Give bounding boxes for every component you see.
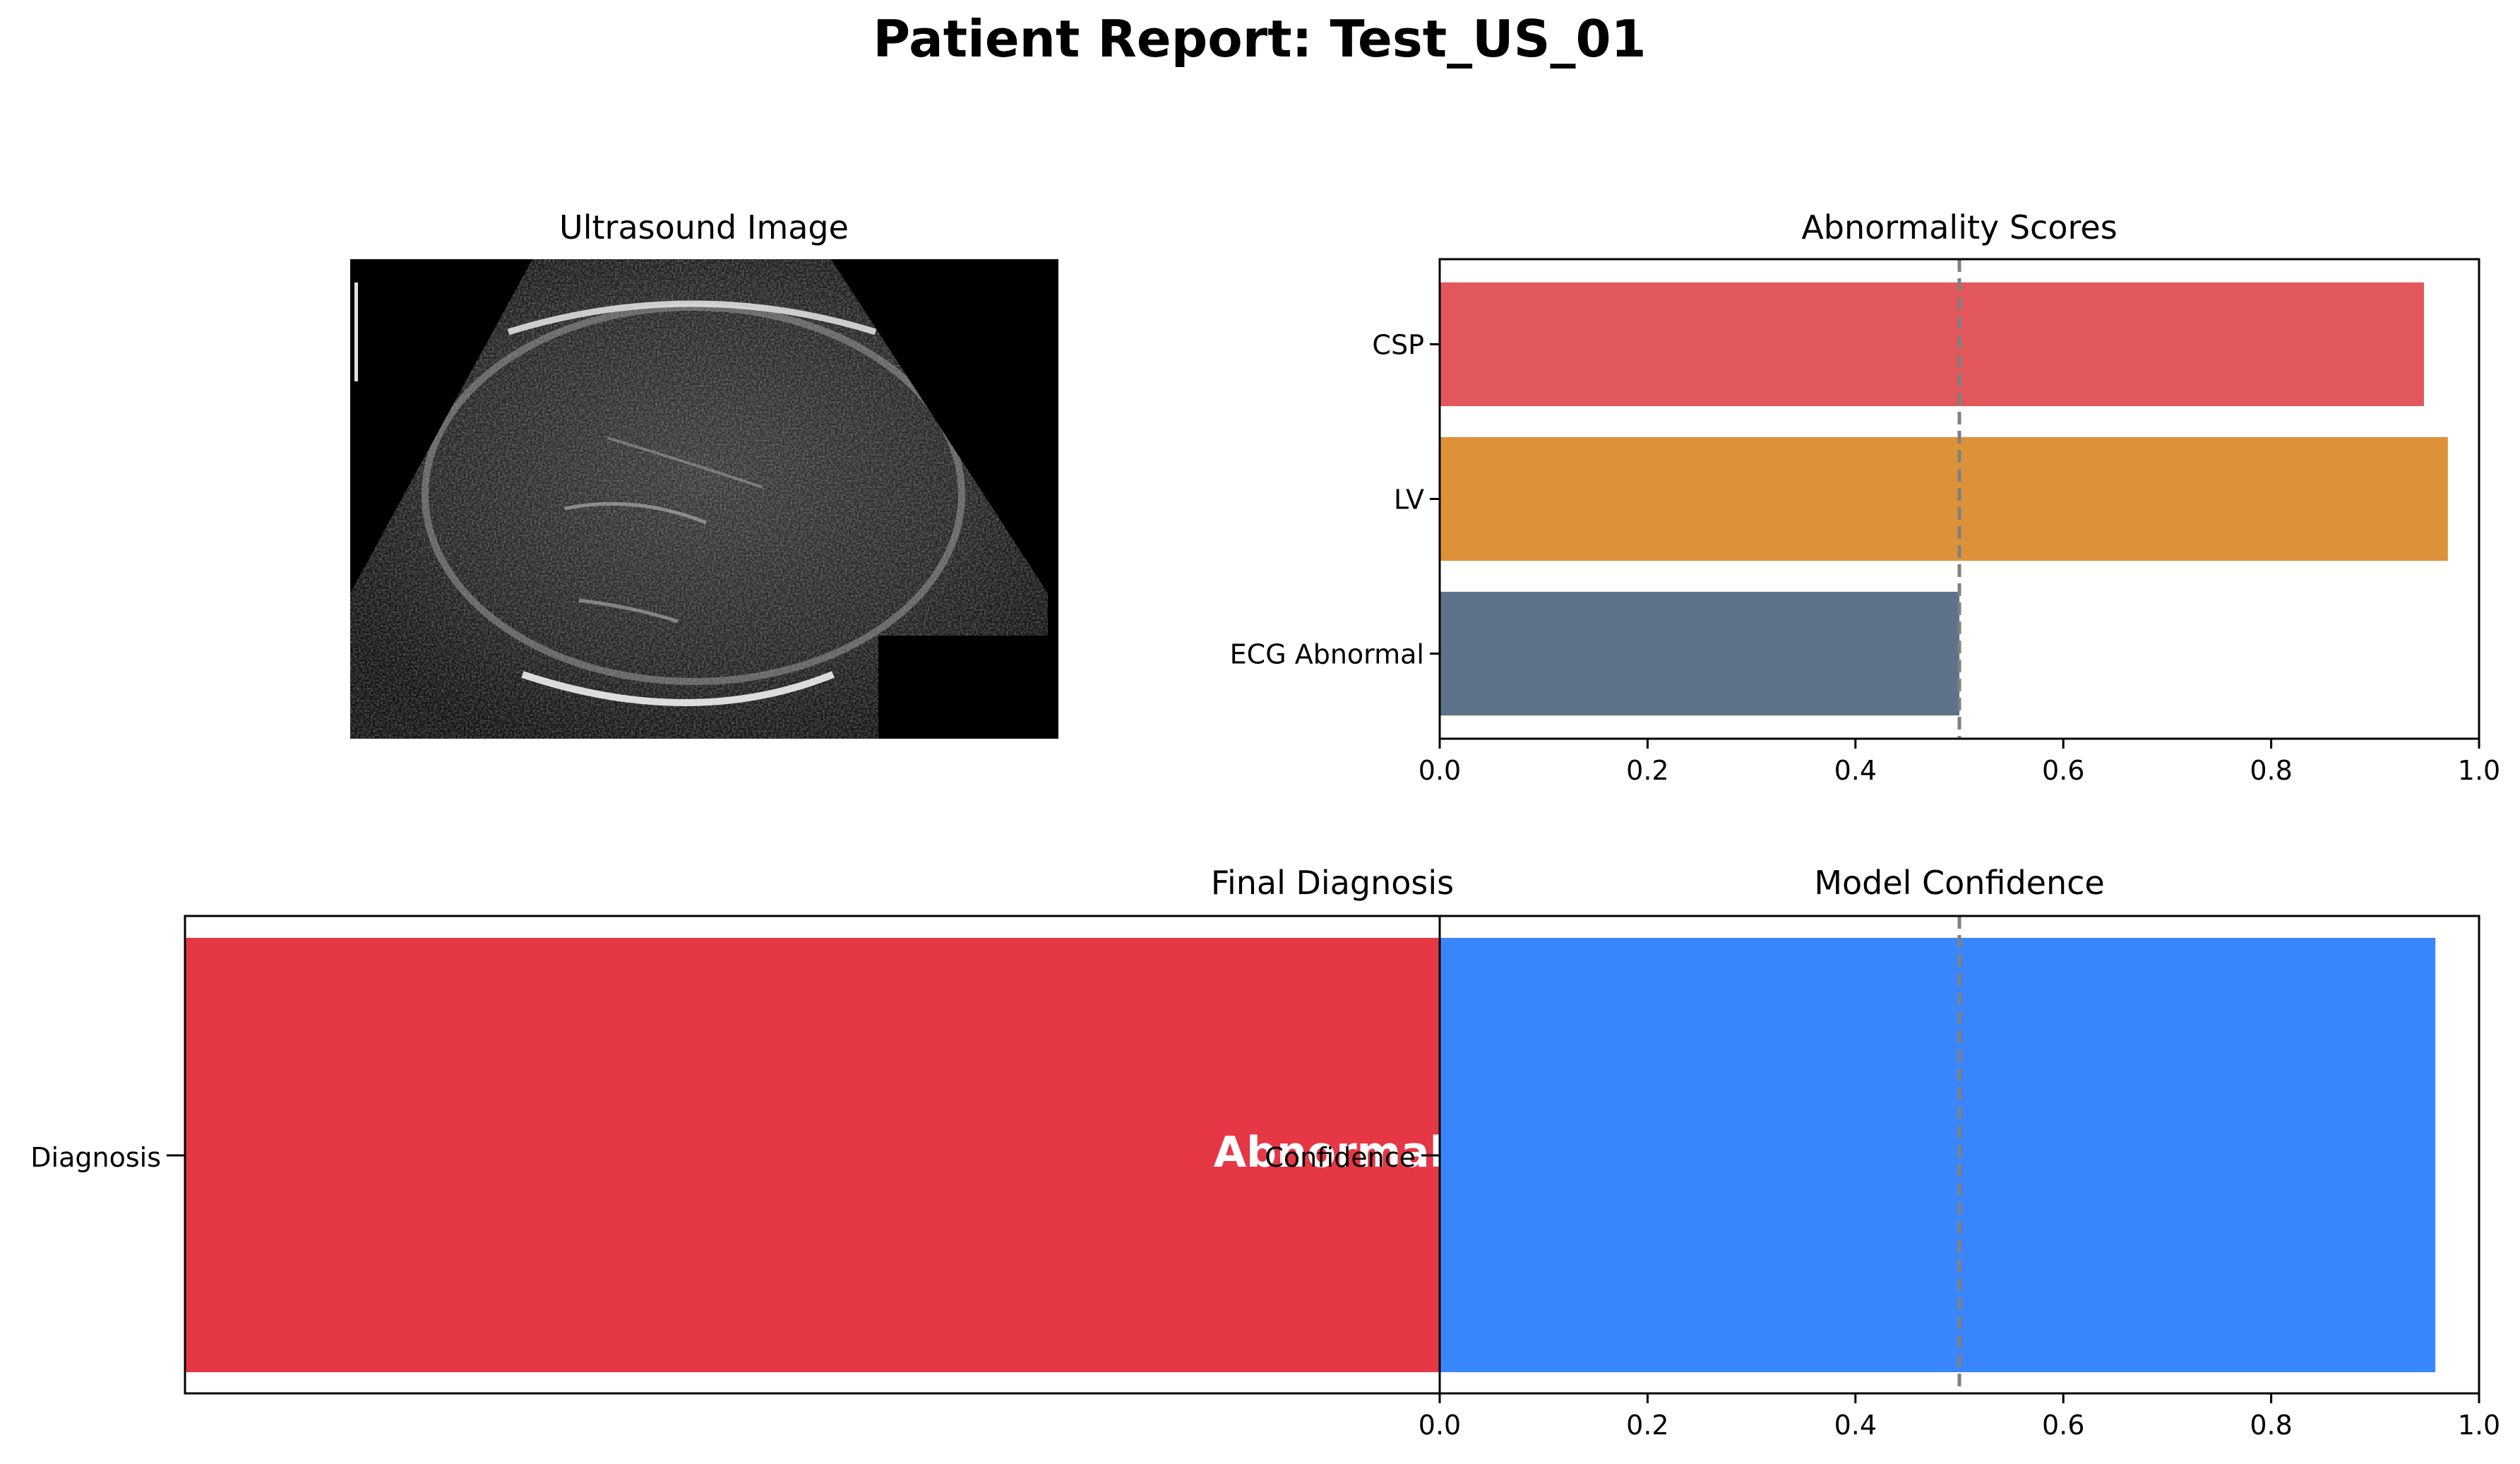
model-confidence-title: Model Confidence bbox=[1814, 864, 2104, 902]
score-bar-csp bbox=[1440, 282, 2424, 407]
score-bar-ecg-abnormal bbox=[1440, 591, 1959, 716]
confidence-category-label: Confidence bbox=[1265, 1142, 1416, 1173]
score-bar-lv bbox=[1440, 436, 2448, 561]
confidence-bar bbox=[1440, 938, 2436, 1372]
score-category-label: LV bbox=[1394, 484, 1424, 516]
scores-axes-frame bbox=[1438, 258, 2480, 740]
score-category-label: CSP bbox=[1372, 329, 1424, 360]
model-confidence-panel: Model Confidence 0.0 0.2 0.4 0.6 0.8 1.0 Conf… bbox=[1265, 864, 2500, 1441]
final-diagnosis-title: Final Diagnosis bbox=[1211, 864, 1454, 902]
confidence-xtick-label: 0.0 bbox=[1419, 1410, 1461, 1441]
confidence-xtick-label: 0.4 bbox=[1834, 1410, 1877, 1441]
figure-title: Patient Report: Test_US_01 bbox=[873, 9, 1646, 69]
final-diagnosis-panel: Final Diagnosis Abnormal Diagnosis bbox=[30, 864, 1454, 1395]
score-category-label: ECG Abnormal bbox=[1230, 639, 1424, 670]
abnormality-scores-panel: Abnormality Scores CSP LV ECG Abnormal 0.0… bbox=[1230, 208, 2501, 786]
confidence-xtick-label: 0.2 bbox=[1626, 1410, 1668, 1441]
confidence-xtick-label: 0.8 bbox=[2250, 1410, 2292, 1441]
scores-xtick-label: 0.0 bbox=[1419, 755, 1461, 786]
scores-xtick-label: 0.2 bbox=[1626, 755, 1668, 786]
abnormality-scores-title: Abnormality Scores bbox=[1801, 208, 2117, 246]
diagnosis-category-label: Diagnosis bbox=[30, 1142, 161, 1173]
ultrasound-title: Ultrasound Image bbox=[559, 208, 849, 246]
ultrasound-panel: Ultrasound Image bbox=[350, 208, 1058, 739]
diagnosis-bar-label: Abnormal bbox=[1214, 1128, 1444, 1177]
scores-xtick-label: 0.8 bbox=[2250, 755, 2292, 786]
ultrasound-scale-bar bbox=[354, 282, 358, 381]
diagnosis-bar bbox=[185, 938, 1440, 1372]
scores-xtick-label: 1.0 bbox=[2458, 755, 2500, 786]
confidence-xtick-label: 0.6 bbox=[2042, 1410, 2084, 1441]
scores-xtick-label: 0.6 bbox=[2042, 755, 2084, 786]
scores-xtick-label: 0.4 bbox=[1834, 755, 1877, 786]
confidence-xtick-label: 1.0 bbox=[2458, 1410, 2500, 1441]
